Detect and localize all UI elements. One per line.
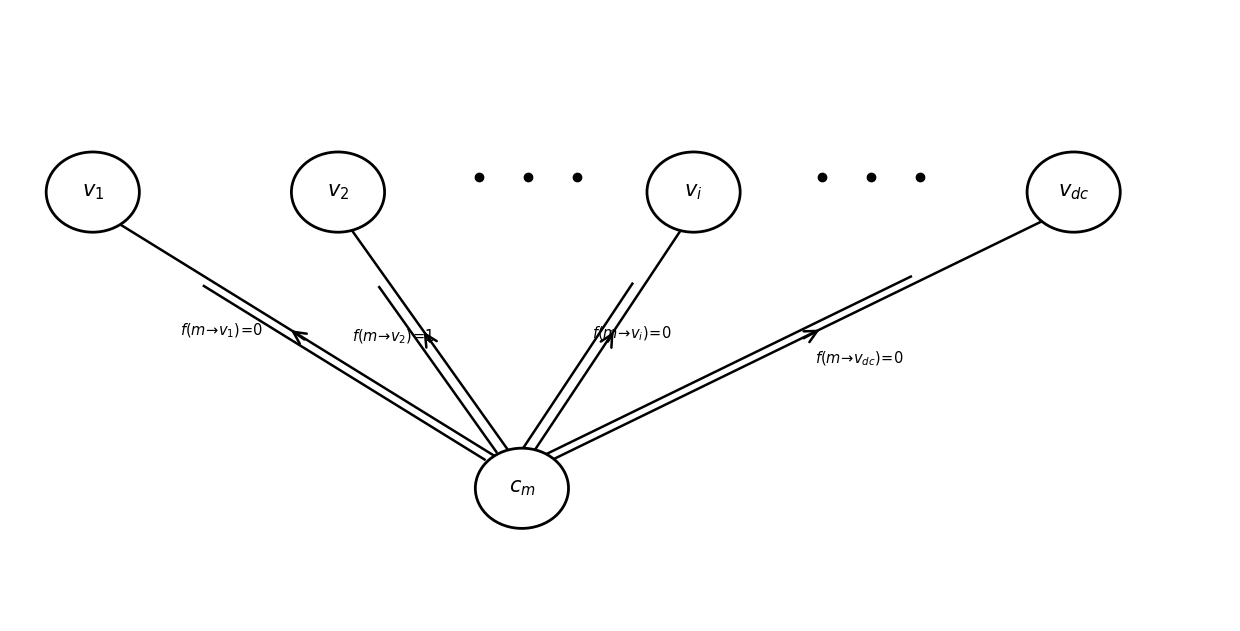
Text: $f(m\!\rightarrow\!v_{dc})\!=\!0$: $f(m\!\rightarrow\!v_{dc})\!=\!0$ (815, 350, 904, 368)
Text: $v_i$: $v_i$ (684, 182, 703, 202)
Ellipse shape (1027, 152, 1120, 232)
Text: $f(m\!\rightarrow\!v_2)\!=\!1$: $f(m\!\rightarrow\!v_2)\!=\!1$ (352, 328, 434, 346)
Ellipse shape (46, 152, 139, 232)
Text: $f(m\!\rightarrow\!v_1)\!=\!0$: $f(m\!\rightarrow\!v_1)\!=\!0$ (180, 322, 263, 340)
Text: $v_1$: $v_1$ (82, 182, 104, 202)
Ellipse shape (647, 152, 740, 232)
Text: $c_m$: $c_m$ (508, 478, 536, 498)
Text: $v_2$: $v_2$ (327, 182, 350, 202)
Text: $v_{dc}$: $v_{dc}$ (1058, 182, 1090, 202)
Ellipse shape (475, 448, 568, 528)
Ellipse shape (291, 152, 384, 232)
Text: $f(m\!\rightarrow\!v_i)\!=\!0$: $f(m\!\rightarrow\!v_i)\!=\!0$ (593, 325, 672, 343)
